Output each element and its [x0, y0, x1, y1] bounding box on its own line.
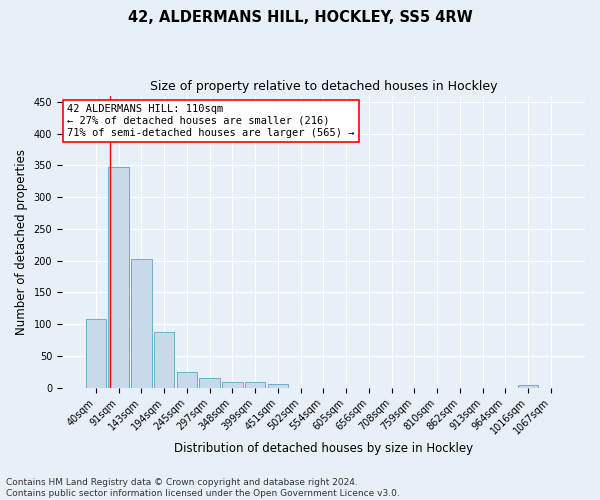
Text: 42 ALDERMANS HILL: 110sqm
← 27% of detached houses are smaller (216)
71% of semi: 42 ALDERMANS HILL: 110sqm ← 27% of detac… — [67, 104, 355, 138]
Bar — [199, 378, 220, 388]
Bar — [131, 260, 152, 388]
Text: 42, ALDERMANS HILL, HOCKLEY, SS5 4RW: 42, ALDERMANS HILL, HOCKLEY, SS5 4RW — [128, 10, 472, 25]
Bar — [109, 166, 129, 388]
Bar — [176, 372, 197, 388]
Bar — [268, 384, 288, 388]
Bar — [245, 382, 265, 388]
Bar — [222, 382, 242, 388]
Bar — [518, 385, 538, 388]
Text: Contains HM Land Registry data © Crown copyright and database right 2024.
Contai: Contains HM Land Registry data © Crown c… — [6, 478, 400, 498]
Bar — [86, 319, 106, 388]
Y-axis label: Number of detached properties: Number of detached properties — [15, 148, 28, 334]
Bar — [154, 332, 175, 388]
Title: Size of property relative to detached houses in Hockley: Size of property relative to detached ho… — [150, 80, 497, 93]
X-axis label: Distribution of detached houses by size in Hockley: Distribution of detached houses by size … — [174, 442, 473, 455]
